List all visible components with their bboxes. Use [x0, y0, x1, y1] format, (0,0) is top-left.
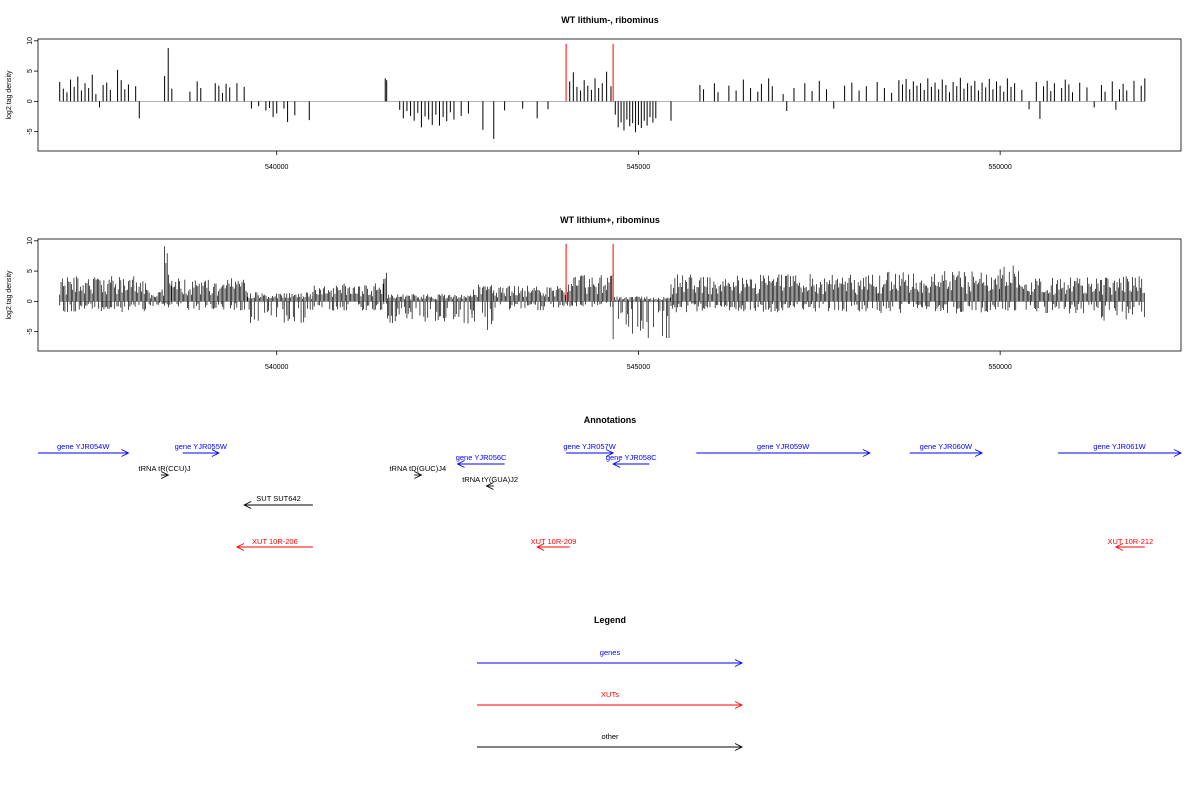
feature-label: gene YJR059W [757, 442, 810, 451]
feature-arrowhead [485, 482, 494, 490]
feature-label: tRNA tY(GUA)J2 [462, 475, 518, 484]
feature-label: gene YJR060W [920, 442, 973, 451]
feature-arrowhead [211, 449, 220, 457]
feature-label: gene YJR057W [563, 442, 616, 451]
annotations-title: Annotations [584, 415, 637, 425]
legend-arrowhead [734, 659, 744, 667]
legend: Legend genes XUTs other [477, 615, 744, 751]
feature-arrowhead [862, 449, 871, 457]
annotations-track: Annotations gene YJR054W gene YJR055Wgene… [38, 415, 1183, 551]
y-axis-label: log2 tag density [6, 270, 13, 320]
feature-arrowhead [974, 449, 984, 457]
feature-label: gene YJR056C [456, 453, 507, 462]
y-axis-label: log2 tag density [6, 70, 13, 120]
feature-arrowhead [243, 501, 252, 509]
chart-title: WT lithium+, ribominus [560, 215, 660, 225]
feature-label: gene YJR054W [57, 442, 110, 451]
x-tick-label: 545000 [627, 364, 650, 371]
x-axis: 540000 545000 550000 [265, 351, 1012, 371]
feature-arrowhead [1114, 543, 1124, 551]
feature-label: XUT 10R-212 [1108, 537, 1154, 546]
y-tick-label: 10 [27, 37, 34, 45]
feature-label: SUT SUT642 [256, 494, 300, 503]
legend-label: XUTs [601, 690, 619, 699]
feature-label: XUT 10R-206 [252, 537, 298, 546]
x-tick-label: 545000 [627, 164, 650, 171]
y-axis: -5 0 5 10 [27, 237, 38, 335]
legend-title: Legend [594, 615, 626, 625]
chart-panel-lithium-minus: WT lithium-, ribominus log2 tag density … [6, 15, 1182, 171]
x-tick-label: 540000 [265, 364, 288, 371]
chart-panel-lithium-plus: WT lithium+, ribominus log2 tag density … [6, 215, 1182, 371]
bar-series [59, 43, 1146, 139]
legend-label: genes [600, 648, 621, 657]
feature-label: tRNA tD(GUC)J4 [389, 464, 446, 473]
annotation-features: gene YJR054W gene YJR055W gene YJR056C gene… [38, 442, 1183, 551]
plot-frame [37, 38, 1182, 152]
y-tick-label: -5 [27, 328, 34, 334]
feature-label: gene YJR058C [606, 453, 657, 462]
y-tick-label: 0 [27, 299, 34, 303]
y-tick-label: 5 [27, 269, 34, 273]
bar-series [59, 243, 1145, 339]
feature-arrowhead [235, 543, 245, 551]
feature-arrowhead [536, 543, 545, 551]
feature-label: tRNA tR(CCU)J [139, 464, 191, 473]
feature-arrowhead [161, 471, 170, 479]
feature-arrowhead [456, 460, 465, 468]
x-tick-label: 550000 [988, 164, 1011, 171]
legend-items: genes XUTs other [477, 648, 744, 751]
legend-arrowhead [734, 701, 744, 709]
legend-arrowhead [734, 743, 744, 751]
feature-label: gene YJR061W [1093, 442, 1146, 451]
x-tick-label: 550000 [988, 364, 1011, 371]
y-tick-label: 5 [27, 69, 34, 73]
feature-label: gene YJR055W [175, 442, 228, 451]
y-tick-label: 10 [27, 237, 34, 245]
plot-frame [37, 238, 1182, 352]
y-axis: -5 0 5 10 [27, 37, 38, 135]
legend-label: other [601, 732, 619, 741]
feature-arrowhead [414, 471, 423, 479]
feature-arrowhead [121, 449, 130, 457]
x-tick-label: 540000 [265, 164, 288, 171]
feature-arrowhead [612, 460, 621, 468]
y-tick-label: 0 [27, 99, 34, 103]
feature-arrowhead [605, 449, 615, 457]
chart-title: WT lithium-, ribominus [561, 15, 659, 25]
feature-arrowhead [1173, 449, 1183, 457]
y-tick-label: -5 [27, 128, 34, 134]
x-axis: 540000 545000 550000 [265, 151, 1012, 171]
feature-label: XUT 10R-209 [531, 537, 577, 546]
